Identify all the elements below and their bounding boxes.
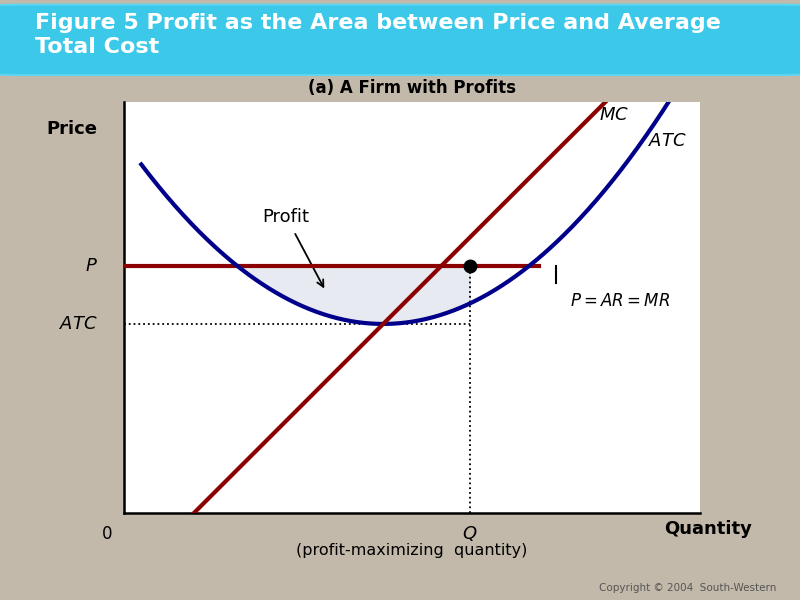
Text: Figure 5 Profit as the Area between Price and Average
Total Cost: Figure 5 Profit as the Area between Pric… xyxy=(35,13,721,58)
Text: $ATC$: $ATC$ xyxy=(648,132,687,150)
Text: Profit: Profit xyxy=(262,208,309,226)
Text: 0: 0 xyxy=(102,524,112,542)
Text: $P = AR = MR$: $P = AR = MR$ xyxy=(570,292,670,310)
Text: (profit-maximizing  quantity): (profit-maximizing quantity) xyxy=(296,542,528,558)
Text: Copyright © 2004  South-Western: Copyright © 2004 South-Western xyxy=(598,583,776,593)
Text: $MC$: $MC$ xyxy=(599,106,630,124)
Text: $Q$: $Q$ xyxy=(462,524,478,543)
Text: Quantity: Quantity xyxy=(664,520,752,538)
Text: (a) A Firm with Profits: (a) A Firm with Profits xyxy=(308,79,516,97)
Text: $ATC$: $ATC$ xyxy=(59,315,98,333)
Text: $P$: $P$ xyxy=(86,257,98,275)
FancyBboxPatch shape xyxy=(0,5,800,75)
Text: Price: Price xyxy=(46,120,98,138)
